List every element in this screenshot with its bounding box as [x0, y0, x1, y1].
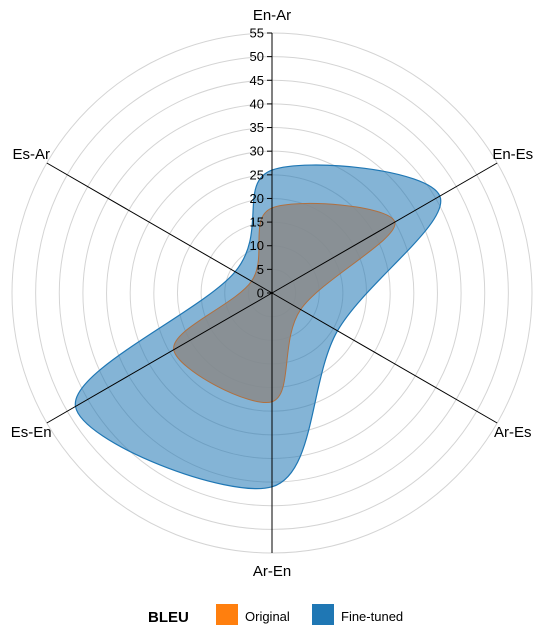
tick-label-40: 40 — [250, 96, 264, 111]
tick-label-15: 15 — [250, 215, 264, 230]
tick-label-5: 5 — [257, 262, 264, 277]
legend-swatch-fine-tuned[interactable] — [312, 604, 334, 625]
tick-label-25: 25 — [250, 167, 264, 182]
axis-line-en-es — [271, 162, 498, 294]
legend-swatch-original[interactable] — [216, 604, 238, 625]
axis-label-ar-en: Ar-En — [253, 563, 291, 580]
axis-line-es-en — [46, 292, 273, 424]
tick-label-20: 20 — [250, 191, 264, 206]
legend: BLEU Original Fine-tuned — [148, 604, 403, 626]
legend-label-original[interactable]: Original — [245, 609, 290, 624]
tick-label-30: 30 — [250, 144, 264, 159]
axis-line-es-ar — [46, 162, 273, 294]
tick-label-45: 45 — [250, 73, 264, 88]
tick-label-0: 0 — [257, 286, 264, 301]
axis-label-en-ar: En-Ar — [253, 7, 291, 24]
axis-label-es-en: Es-En — [11, 424, 52, 441]
radar-axes — [46, 33, 498, 553]
radial-tick-labels: 0 5 10 15 20 25 30 35 40 45 50 55 — [250, 26, 272, 301]
tick-label-35: 35 — [250, 120, 264, 135]
axis-labels: En-Ar En-Es Ar-Es Ar-En Es-En Es-Ar — [11, 7, 533, 580]
legend-label-fine-tuned[interactable]: Fine-tuned — [341, 609, 403, 624]
series-areas — [74, 164, 442, 490]
axis-label-ar-es: Ar-Es — [494, 424, 532, 441]
tick-label-50: 50 — [250, 49, 264, 64]
axis-label-en-es: En-Es — [492, 146, 533, 163]
tick-label-10: 10 — [250, 238, 264, 253]
tick-label-55: 55 — [250, 26, 264, 41]
axis-line-ar-es — [271, 292, 498, 424]
legend-title: BLEU — [148, 609, 189, 626]
axis-label-es-ar: Es-Ar — [12, 146, 50, 163]
